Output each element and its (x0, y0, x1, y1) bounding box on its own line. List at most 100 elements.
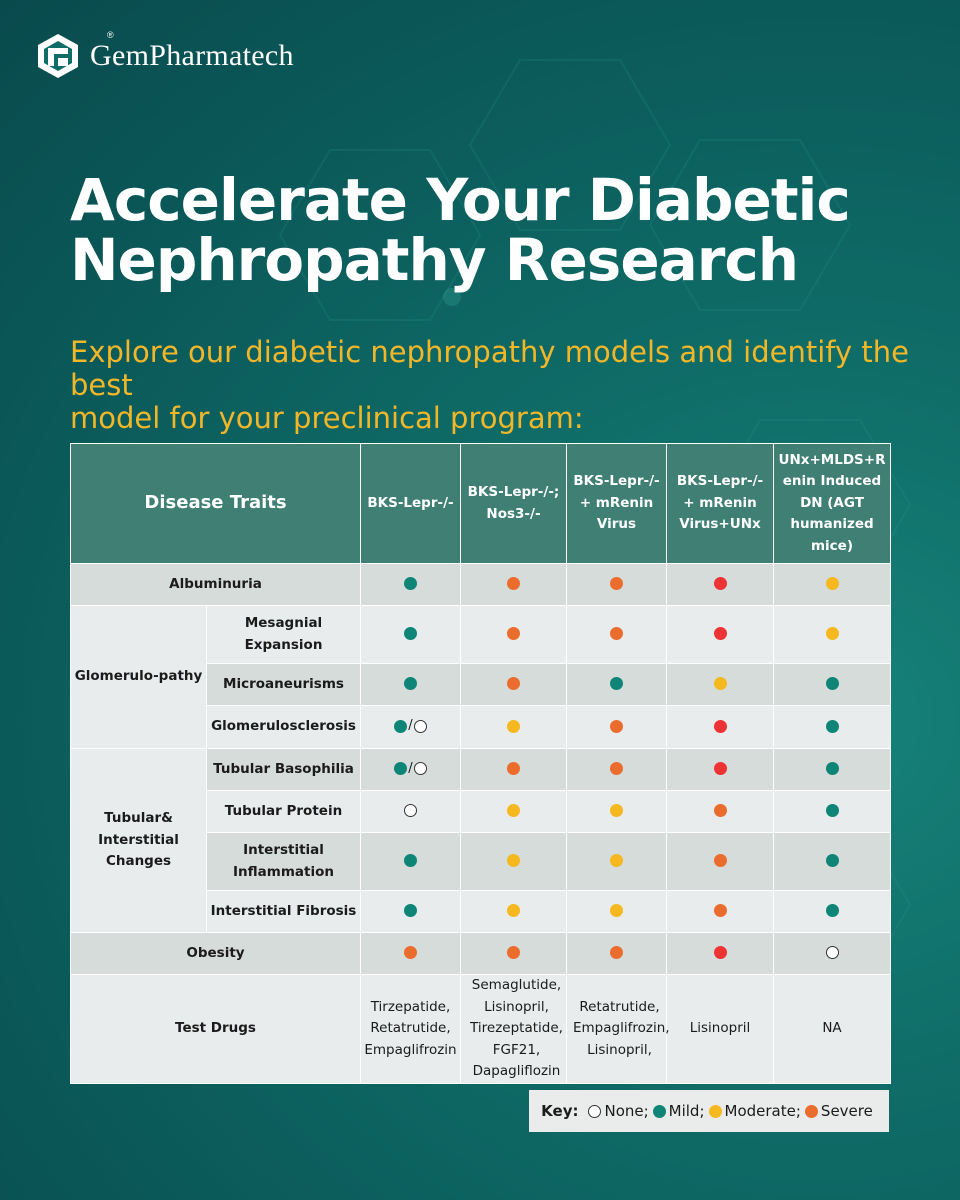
severity-cell (460, 748, 567, 791)
severe-severity-dot-icon (507, 762, 520, 776)
legend-label: Mild; (668, 1102, 705, 1120)
severity-cell (773, 748, 891, 791)
legend-label: Severe (820, 1102, 873, 1120)
mild-severity-dot-icon (825, 804, 839, 818)
subtitle-line-2: model for your preclinical program: (70, 401, 584, 435)
severity-cell: / (360, 748, 461, 791)
severe-severity-dot-icon (804, 1104, 818, 1118)
severe-severity-dot-icon (507, 677, 520, 691)
page-title: Accelerate Your Diabetic Nephropathy Res… (70, 170, 910, 290)
table-row: Tubular Protein (71, 790, 891, 833)
severe-severity-dot-icon (713, 904, 727, 918)
severity-cell (360, 890, 461, 933)
test-drugs-cell: Retatrutide, Empaglifrozin, Lisinopril, (566, 974, 670, 1084)
moderate-severity-dot-icon (507, 719, 520, 733)
group-glomerulopathy: Glomerulo-pathy (70, 605, 207, 749)
moderate-severity-dot-icon (610, 904, 623, 918)
severity-cell (360, 790, 461, 833)
severity-cell (773, 932, 891, 975)
severity-cell (460, 563, 567, 606)
severe-severity-dot-icon (610, 719, 623, 733)
mild-severity-dot-icon (825, 719, 839, 733)
subtitle-line-1: Explore our diabetic nephropathy models … (70, 335, 909, 402)
mild-severity-dot-icon (394, 719, 408, 733)
moderate-severity-dot-icon (610, 804, 623, 818)
severity-cell: / (360, 705, 461, 749)
severity-cell (666, 605, 774, 664)
brand-name: GemPharmatech (90, 39, 294, 72)
moderate-severity-dot-icon (610, 854, 623, 868)
mild-severity-dot-icon (652, 1104, 666, 1118)
severity-cell (360, 605, 461, 664)
table-row: Albuminuria (70, 563, 891, 606)
header-model: BKS-Lepr-/- + mRenin Virus+UNx (666, 443, 774, 564)
extreme-severity-dot-icon (713, 627, 727, 641)
severity-cell (666, 790, 774, 833)
mild-severity-dot-icon (404, 904, 417, 918)
severe-severity-dot-icon (610, 946, 623, 960)
severity-cell (566, 832, 667, 891)
table-header-row: Disease Traits BKS-Lepr-/- BKS-Lepr-/-; N… (70, 443, 891, 564)
test-drugs-cell: Lisinopril (666, 974, 774, 1084)
severity-cell (666, 832, 774, 891)
severity-cell (666, 748, 774, 791)
mild-severity-dot-icon (825, 904, 839, 918)
moderate-severity-dot-icon (825, 577, 839, 591)
extreme-severity-dot-icon (713, 577, 727, 591)
moderate-severity-dot-icon (507, 854, 520, 868)
moderate-severity-dot-icon (708, 1104, 722, 1118)
none-severity-dot-icon (404, 804, 417, 818)
header-model: BKS-Lepr-/-; Nos3-/- (460, 443, 567, 564)
severity-cell (460, 790, 567, 833)
severe-severity-dot-icon (610, 762, 623, 776)
severity-cell (666, 563, 774, 606)
moderate-severity-dot-icon (507, 904, 520, 918)
severity-cell (460, 605, 567, 664)
moderate-severity-dot-icon (825, 627, 839, 641)
moderate-severity-dot-icon (713, 677, 727, 691)
severe-severity-dot-icon (507, 577, 520, 591)
severe-severity-dot-icon (610, 577, 623, 591)
title-line-2: Nephropathy Research (70, 226, 799, 294)
legend-item-moderate: Moderate; (708, 1102, 801, 1120)
severe-severity-dot-icon (507, 627, 520, 641)
severity-cell (566, 748, 667, 791)
mild-severity-dot-icon (404, 577, 417, 591)
trait-label: Albuminuria (70, 563, 361, 606)
legend-item-none: None; (588, 1102, 649, 1120)
test-drugs-label: Test Drugs (70, 974, 361, 1084)
severity-cell (360, 932, 461, 975)
table-row-test-drugs: Test Drugs Tirzepatide, Retatrutide, Empagl… (70, 974, 891, 1084)
none-severity-dot-icon (825, 946, 839, 960)
trait-label: Glomerulosclerosis (206, 705, 361, 749)
severity-cell (666, 932, 774, 975)
mild-severity-dot-icon (610, 677, 623, 691)
registered-mark: ® (107, 30, 114, 40)
trait-label: Interstitial Inflammation (206, 832, 361, 891)
table-row: Glomerulosclerosis / (71, 705, 891, 749)
disease-traits-table: Disease Traits BKS-Lepr-/- BKS-Lepr-/-; N… (70, 443, 891, 1084)
mild-severity-dot-icon (394, 762, 408, 776)
severity-cell (566, 563, 667, 606)
mild-severity-dot-icon (404, 854, 417, 868)
severity-cell (460, 890, 567, 933)
test-drugs-cell: Tirzepatide, Retatrutide, Empaglifrozin (360, 974, 461, 1084)
severity-cell (360, 663, 461, 706)
severity-cell (773, 563, 891, 606)
trait-label: Interstitial Fibrosis (206, 890, 361, 933)
severity-cell (666, 663, 774, 706)
moderate-severity-dot-icon (507, 804, 520, 818)
severity-cell (460, 832, 567, 891)
severity-cell (460, 705, 567, 749)
group-tubular-interstitial: Tubular& Interstitial Changes (70, 748, 207, 933)
trait-label: Tubular Protein (206, 790, 361, 833)
legend-key: Key: None; Mild; Moderate; Severe (529, 1090, 889, 1132)
test-drugs-cell: Semaglutide, Lisinopril, Tirezeptatide, FGF… (460, 974, 567, 1084)
severity-cell (773, 890, 891, 933)
severity-cell (773, 705, 891, 749)
severity-cell (566, 932, 667, 975)
legend-item-mild: Mild; (652, 1102, 705, 1120)
extreme-severity-dot-icon (713, 946, 727, 960)
severity-cell (360, 563, 461, 606)
severity-cell (773, 663, 891, 706)
